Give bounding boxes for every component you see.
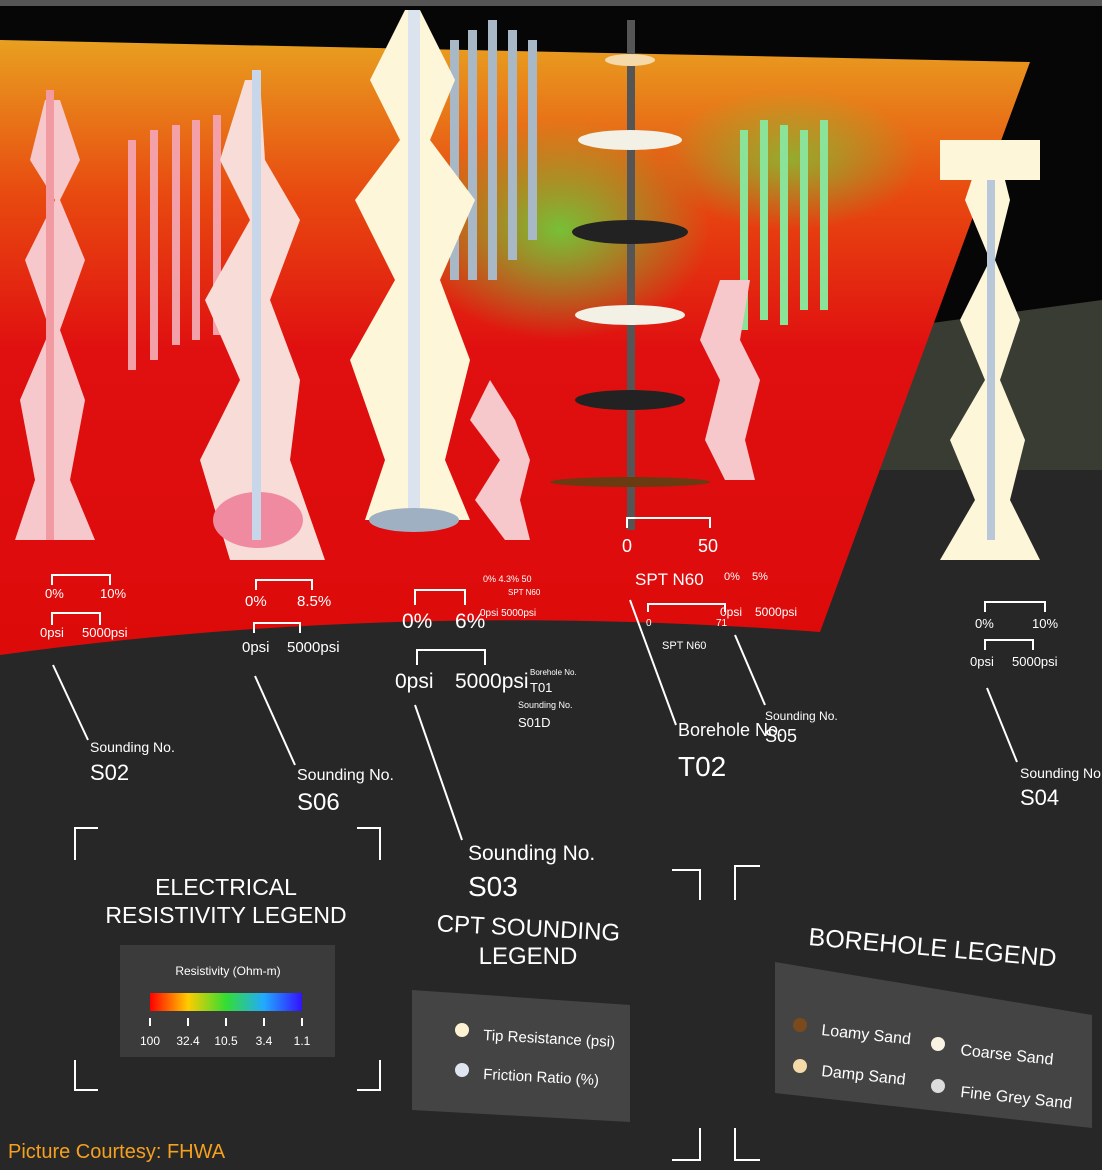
tip-max: 5000psi <box>755 605 797 619</box>
spt-label: SPT N60 <box>662 640 706 652</box>
tip-max: 5000psi <box>1012 654 1058 669</box>
caption: Picture Courtesy: FHWA <box>8 1141 226 1163</box>
ratio-min: 0% <box>724 571 740 583</box>
sounding-id: S06 <box>297 789 340 816</box>
ratio-max: 10% <box>1032 616 1058 631</box>
color-ticks <box>149 1018 303 1026</box>
legend-title: LEGEND <box>479 943 578 970</box>
scale-brackets <box>51 517 1046 1161</box>
borehole-label: Borehole No. <box>530 668 577 677</box>
tip-max: 5000psi <box>287 639 340 656</box>
color-bar <box>150 993 302 1011</box>
low-zone <box>660 90 920 230</box>
color-tick-label: 3.4 <box>256 1034 273 1048</box>
t01-tip: 0psi 5000psi <box>480 608 536 619</box>
tip-min: 0psi <box>395 670 434 693</box>
tip-min: 0psi <box>720 605 742 619</box>
sounding-id: S05 <box>765 726 797 746</box>
color-tick-label: 10.5 <box>214 1034 238 1048</box>
ratio-max: 8.5% <box>297 593 331 610</box>
cpt-profiles <box>15 10 1040 560</box>
ratio-max: 6% <box>455 610 485 633</box>
color-tick-label: 1.1 <box>294 1034 311 1048</box>
ratio-min: 0% <box>45 586 64 601</box>
color-tick-label: 100 <box>140 1034 160 1048</box>
legend-item: Tip Resistance (psi) <box>483 1027 616 1051</box>
spt-max: 71 <box>716 618 728 629</box>
legend-item: Friction Ratio (%) <box>483 1066 600 1089</box>
top-bar <box>0 0 1102 6</box>
legend-box <box>412 990 630 1122</box>
borehole-label: Borehole No. <box>678 720 783 740</box>
legend-title: ELECTRICAL <box>155 874 297 900</box>
t01-scale: 0% 4.3% 50 <box>483 574 532 584</box>
pillars <box>740 120 828 330</box>
tip-max: 5000psi <box>82 625 128 640</box>
borehole-t02 <box>550 20 710 530</box>
legend-swatch <box>931 1079 945 1093</box>
ratio-max: 5% <box>752 571 768 583</box>
tip-min: 0psi <box>40 625 64 640</box>
ratio-min: 0% <box>975 616 994 631</box>
t01-spt: SPT N60 <box>508 588 541 597</box>
tip-max: 5000psi <box>455 670 529 693</box>
legend-swatch <box>455 1063 469 1077</box>
borehole-id: T02 <box>678 751 726 782</box>
sounding-id: S01D <box>518 715 551 730</box>
legend-swatch <box>793 1018 807 1032</box>
sounding-label: Sounding No. <box>297 767 394 784</box>
sounding-label: Sounding No. <box>90 739 175 755</box>
legend-swatch <box>793 1059 807 1073</box>
spt-label: SPT N60 <box>635 570 704 589</box>
sounding-id: S04 <box>1020 785 1059 810</box>
tip-min: 0psi <box>242 639 270 656</box>
spt-max: 50 <box>698 536 718 556</box>
sounding-id: S03 <box>468 871 518 902</box>
sounding-label: Sounding No. <box>518 700 573 710</box>
sounding-label: Sounding No. <box>1020 765 1102 781</box>
ratio-min: 0% <box>402 610 432 633</box>
legend-swatch <box>931 1037 945 1051</box>
borehole-id: T01 <box>530 680 552 695</box>
tip-min: 0psi <box>970 654 994 669</box>
ratio-min: 0% <box>245 593 267 610</box>
sounding-label: Sounding No. <box>468 842 595 865</box>
spt-min: 0 <box>646 618 652 629</box>
ratio-max: 10% <box>100 586 126 601</box>
legend-swatch <box>455 1023 469 1037</box>
color-tick-label: 32.4 <box>176 1034 200 1048</box>
legend-title: RESISTIVITY LEGEND <box>105 902 346 928</box>
spt-min: 0 <box>622 536 632 556</box>
pillars <box>450 20 537 280</box>
legend-unit: Resistivity (Ohm-m) <box>175 964 280 978</box>
pillars <box>128 115 221 370</box>
sounding-label: Sounding No. <box>765 709 838 723</box>
sounding-id: S02 <box>90 760 129 785</box>
